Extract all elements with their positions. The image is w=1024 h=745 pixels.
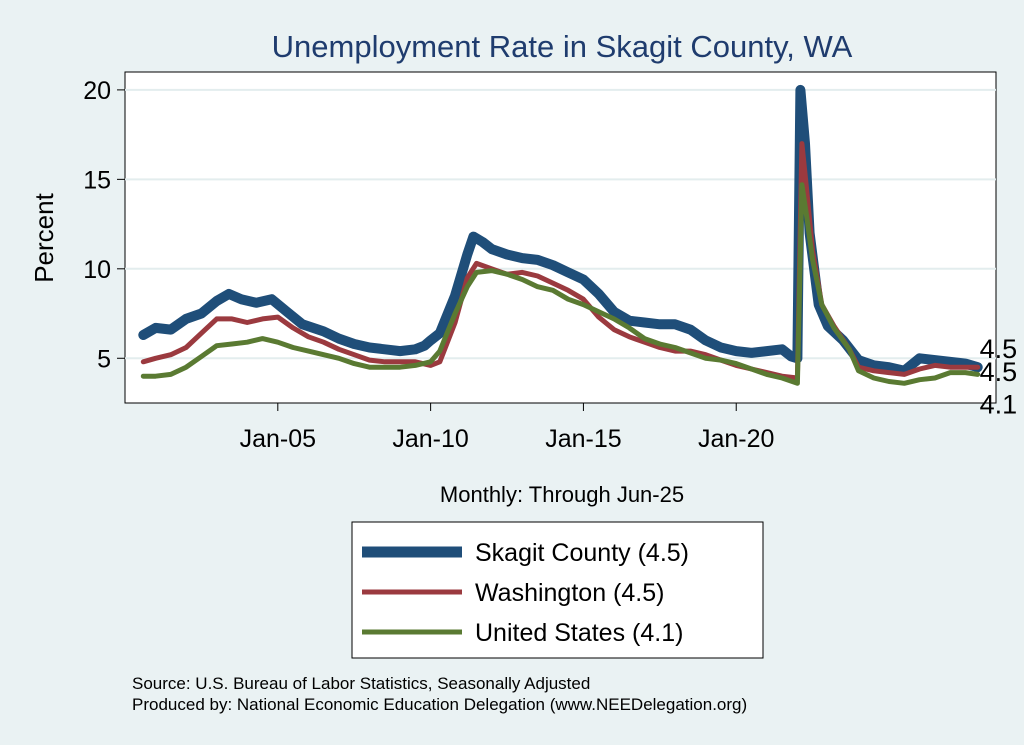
end-labels: 4.54.54.1 <box>980 334 1018 419</box>
x-tick-label: Jan-10 <box>392 425 468 453</box>
x-tick-label: Jan-05 <box>240 425 316 453</box>
x-tick-label: Jan-15 <box>545 425 621 453</box>
legend-label-us: United States (4.1) <box>475 619 683 647</box>
axis-ticks: 5 10 15 20 Jan-05 Jan-10 Jan-15 Jan-20 <box>83 77 774 453</box>
legend-label-washington: Washington (4.5) <box>475 579 664 607</box>
y-tick-label: 15 <box>83 166 111 194</box>
legend: Skagit County (4.5) Washington (4.5) Uni… <box>351 521 764 659</box>
y-tick-label: 20 <box>83 77 111 105</box>
end-label-0: 4.5 <box>980 334 1018 364</box>
y-axis-label: Percent <box>29 192 59 282</box>
x-axis-label: Monthly: Through Jun-25 <box>440 482 684 507</box>
chart-title: Unemployment Rate in Skagit County, WA <box>272 29 853 64</box>
series-lines <box>138 84 983 386</box>
y-tick-label: 5 <box>97 345 111 373</box>
producer-line: Produced by: National Economic Education… <box>132 695 747 714</box>
x-tick-label: Jan-20 <box>698 425 774 453</box>
legend-label-skagit: Skagit County (4.5) <box>475 539 689 567</box>
plot-area <box>124 71 997 404</box>
series-line-0 <box>138 84 983 376</box>
end-label-2: 4.1 <box>980 389 1018 419</box>
series-line-2 <box>140 182 981 386</box>
source-line: Source: U.S. Bureau of Labor Statistics,… <box>132 674 590 693</box>
y-tick-label: 10 <box>83 256 111 284</box>
end-label-1: 4.5 <box>980 357 1018 387</box>
